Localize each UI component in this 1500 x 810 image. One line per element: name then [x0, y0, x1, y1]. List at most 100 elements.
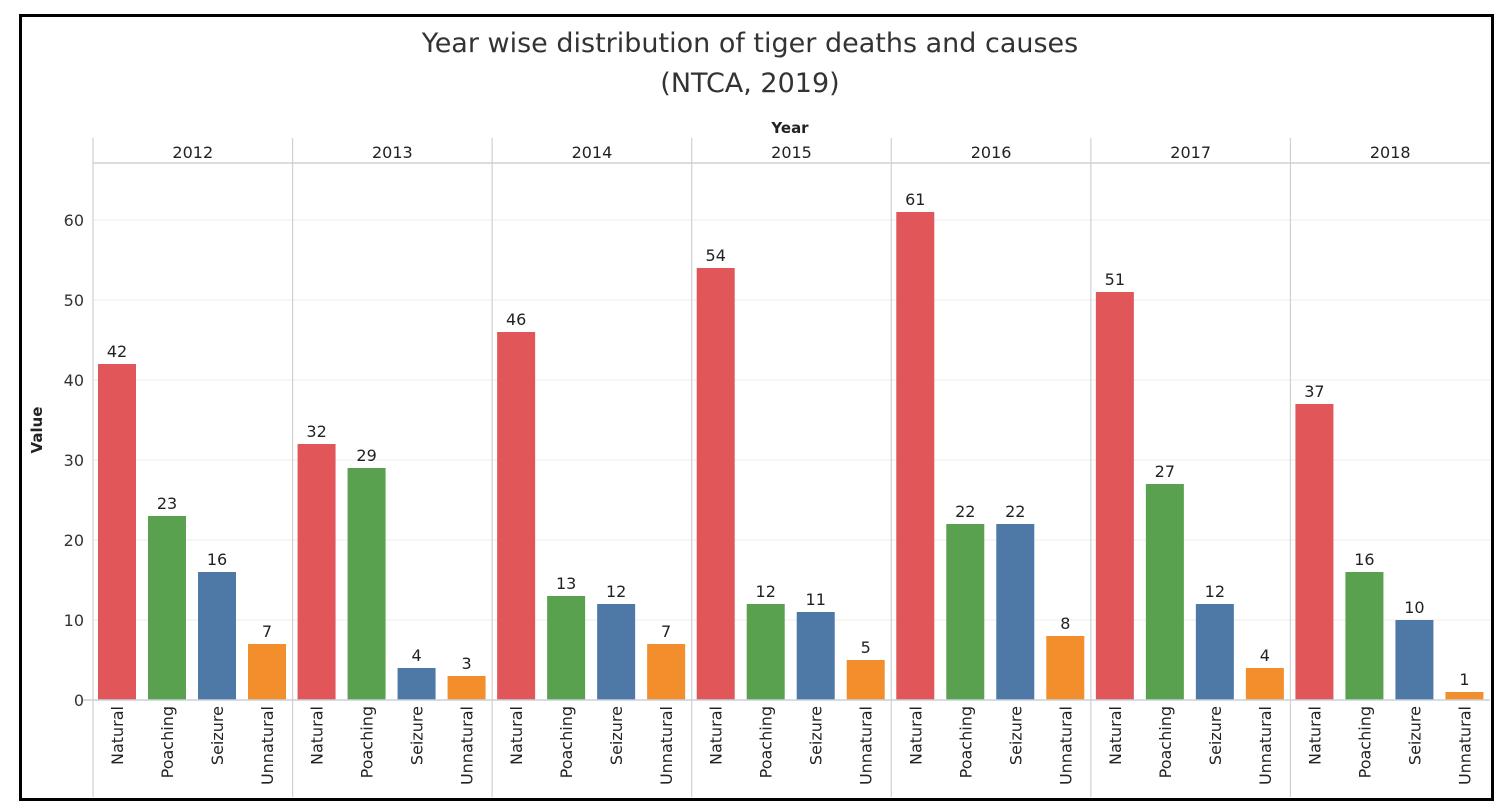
- y-axis-label: Value: [28, 407, 46, 454]
- y-tick-label: 0: [74, 691, 84, 710]
- data-label: 32: [306, 422, 326, 441]
- data-label: 10: [1404, 598, 1424, 617]
- data-label: 7: [661, 622, 671, 641]
- data-label: 61: [905, 190, 925, 209]
- bar-2012-unnatural: [248, 644, 286, 700]
- y-tick-label: 60: [64, 211, 84, 230]
- bar-2015-natural: [696, 268, 735, 700]
- data-label: 1: [1459, 670, 1469, 689]
- data-label: 12: [606, 582, 626, 601]
- bar-2014-seizure: [597, 604, 636, 700]
- y-tick-label: 40: [64, 371, 84, 390]
- bar-2014-unnatural: [647, 644, 686, 700]
- category-label: Natural: [507, 706, 526, 765]
- bar-2013-natural: [297, 444, 336, 700]
- category-label: Seizure: [1405, 706, 1424, 765]
- category-label: Poaching: [1156, 706, 1175, 778]
- bar-2013-unnatural: [447, 676, 486, 700]
- category-label: Natural: [308, 706, 327, 765]
- y-tick-label: 20: [64, 531, 84, 550]
- data-label: 46: [506, 310, 526, 329]
- data-label: 5: [861, 638, 871, 657]
- data-label: 51: [1105, 270, 1125, 289]
- category-label: Seizure: [408, 706, 427, 765]
- bar-2017-natural: [1095, 292, 1134, 700]
- category-label: Unnatural: [857, 706, 876, 785]
- category-label: Seizure: [607, 706, 626, 765]
- year-header: 2015: [771, 143, 812, 162]
- data-label: 4: [1260, 646, 1270, 665]
- category-label: Unnatural: [1256, 706, 1275, 785]
- category-label: Seizure: [807, 706, 826, 765]
- bar-2016-unnatural: [1046, 636, 1085, 700]
- bar-2017-unnatural: [1245, 668, 1284, 700]
- data-label: 27: [1155, 462, 1175, 481]
- category-label: Unnatural: [458, 706, 477, 785]
- bar-2017-seizure: [1195, 604, 1234, 700]
- bar-2016-natural: [896, 212, 935, 700]
- data-label: 16: [1354, 550, 1374, 569]
- category-label: Poaching: [1355, 706, 1374, 778]
- category-label: Poaching: [956, 706, 975, 778]
- category-label: Poaching: [757, 706, 776, 778]
- bar-2013-poaching: [347, 468, 386, 700]
- data-label: 54: [706, 246, 726, 265]
- data-label: 8: [1060, 614, 1070, 633]
- bar-2012-natural: [98, 364, 136, 700]
- category-label: Natural: [108, 706, 127, 765]
- bar-2018-poaching: [1345, 572, 1384, 700]
- data-label: 13: [556, 574, 576, 593]
- bar-2017-poaching: [1145, 484, 1184, 700]
- y-tick-label: 10: [64, 611, 84, 630]
- category-label: Unnatural: [1455, 706, 1474, 785]
- data-label: 12: [756, 582, 776, 601]
- bar-2015-unnatural: [846, 660, 885, 700]
- data-label: 22: [955, 502, 975, 521]
- chart-subtitle: (NTCA, 2019): [660, 68, 840, 99]
- category-label: Poaching: [557, 706, 576, 778]
- year-header: 2017: [1170, 143, 1211, 162]
- category-label: Natural: [906, 706, 925, 765]
- y-tick-label: 50: [64, 291, 84, 310]
- category-label: Poaching: [358, 706, 377, 778]
- category-label: Natural: [1106, 706, 1125, 765]
- bar-2016-poaching: [946, 524, 985, 700]
- data-label: 22: [1005, 502, 1025, 521]
- bar-2013-seizure: [397, 668, 436, 700]
- category-label: Seizure: [208, 706, 227, 765]
- category-label: Unnatural: [657, 706, 676, 785]
- data-label: 11: [806, 590, 826, 609]
- category-label: Seizure: [1006, 706, 1025, 765]
- category-label: Unnatural: [1056, 706, 1075, 785]
- bar-2018-seizure: [1395, 620, 1434, 700]
- category-label: Natural: [1305, 706, 1324, 765]
- year-header: 2014: [572, 143, 613, 162]
- year-header: 2013: [372, 143, 413, 162]
- bar-2018-natural: [1295, 404, 1334, 700]
- bar-2016-seizure: [996, 524, 1035, 700]
- data-label: 4: [411, 646, 421, 665]
- y-tick-label: 30: [64, 451, 84, 470]
- category-label: Seizure: [1206, 706, 1225, 765]
- bar-2015-seizure: [796, 612, 835, 700]
- data-label: 16: [207, 550, 227, 569]
- bar-2012-poaching: [148, 516, 186, 700]
- data-label: 12: [1205, 582, 1225, 601]
- data-label: 7: [262, 622, 272, 641]
- category-label: Poaching: [158, 706, 177, 778]
- data-label: 37: [1304, 382, 1324, 401]
- chart-title: Year wise distribution of tiger deaths a…: [421, 28, 1079, 59]
- data-label: 23: [157, 494, 177, 513]
- data-label: 42: [107, 342, 127, 361]
- bar-2015-poaching: [746, 604, 785, 700]
- data-label: 29: [356, 446, 376, 465]
- category-label: Unnatural: [258, 706, 277, 785]
- category-label: Natural: [707, 706, 726, 765]
- bar-2018-unnatural: [1445, 692, 1484, 700]
- column-header: Year: [770, 119, 809, 137]
- bar-2012-seizure: [198, 572, 236, 700]
- chart-frame: [19, 14, 1494, 801]
- bar-2014-poaching: [547, 596, 586, 700]
- data-label: 3: [461, 654, 471, 673]
